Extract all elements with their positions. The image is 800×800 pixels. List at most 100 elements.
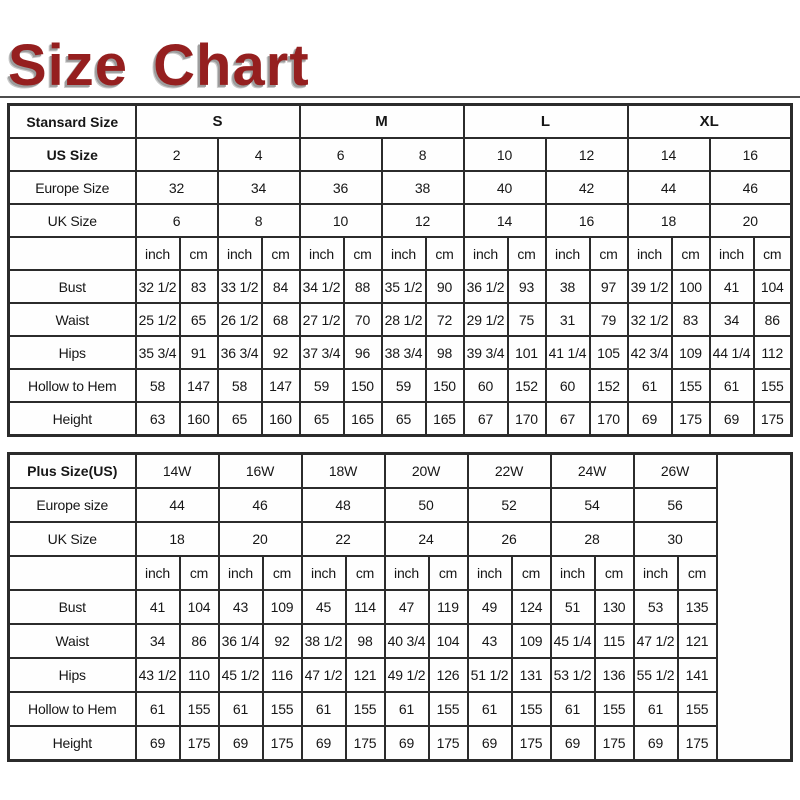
value-cell: 35 3/4 xyxy=(134,335,181,370)
unit-header-cell: inch xyxy=(626,236,673,271)
unit-header-cell: inch xyxy=(462,236,509,271)
value-cell: 152 xyxy=(506,368,547,403)
unit-header-cell: inch xyxy=(632,555,679,591)
value-cell: 30 xyxy=(632,521,718,557)
table-row: Waist 25 1/2 65 26 1/2 68 27 1/2 70 28 1/2 72 29 … xyxy=(7,302,793,337)
table-row: Hollow to Hem 61 155 61 155 61 155 61 155 61 155 61… xyxy=(7,691,792,727)
row-label-cell: US Size xyxy=(7,137,137,172)
value-cell: 61 xyxy=(300,691,347,727)
value-cell: 109 xyxy=(670,335,711,370)
unit-header-cell: cm xyxy=(670,236,711,271)
row-label-cell: Plus Size(US) xyxy=(7,452,137,489)
table-row: Hips 35 3/4 91 36 3/4 92 37 3/4 96 38 3/4 98 39 3… xyxy=(7,335,793,370)
value-cell: 69 xyxy=(300,725,347,762)
value-cell: 60 xyxy=(544,368,591,403)
value-cell: 43 xyxy=(466,623,513,659)
value-cell: 61 xyxy=(708,368,755,403)
value-cell: 141 xyxy=(676,657,718,693)
value-cell: 65 xyxy=(216,401,263,437)
value-cell: 69 xyxy=(466,725,513,762)
value-cell: 42 3/4 xyxy=(626,335,673,370)
value-cell: 41 xyxy=(708,269,755,304)
value-cell: 155 xyxy=(344,691,386,727)
value-cell: 39 1/2 xyxy=(626,269,673,304)
table-row: Plus Size(US) 14W 16W 18W 20W 22W 24W 26W xyxy=(7,452,793,762)
value-cell: 119 xyxy=(427,589,469,625)
value-cell: 69 xyxy=(708,401,755,437)
value-cell: 60 xyxy=(462,368,509,403)
table-row: Europe size 44 46 48 50 52 54 56 xyxy=(7,487,792,523)
unit-header-cell: inch xyxy=(549,555,596,591)
row-label-cell: Europe size xyxy=(7,487,137,523)
value-cell: 4 xyxy=(216,137,301,172)
value-cell: 25 1/2 xyxy=(134,302,181,337)
value-cell: 28 xyxy=(549,521,635,557)
value-cell: 98 xyxy=(424,335,465,370)
unit-header-cell: inch xyxy=(383,555,430,591)
table-row: inch cm inch cm inch cm inch cm inch cm inch cm inch… xyxy=(7,555,792,591)
value-cell: 22 xyxy=(300,521,386,557)
value-cell: 104 xyxy=(427,623,469,659)
value-cell: 175 xyxy=(178,725,220,762)
row-label-cell: Europe Size xyxy=(7,170,137,205)
row-label-cell xyxy=(7,555,137,591)
value-cell: 45 1/4 xyxy=(549,623,596,659)
value-cell: 90 xyxy=(424,269,465,304)
value-cell: 38 xyxy=(380,170,465,205)
value-cell: 40 3/4 xyxy=(383,623,430,659)
value-cell: 101 xyxy=(506,335,547,370)
value-cell: 112 xyxy=(752,335,793,370)
value-cell: 44 xyxy=(134,487,220,523)
value-cell: 41 1/4 xyxy=(544,335,591,370)
row-label-cell: UK Size xyxy=(7,521,137,557)
unit-header-cell: cm xyxy=(178,236,219,271)
value-cell: 53 1/2 xyxy=(549,657,596,693)
value-cell: 69 xyxy=(217,725,264,762)
unit-header-cell: inch xyxy=(134,555,181,591)
value-cell: 86 xyxy=(752,302,793,337)
value-cell: 49 1/2 xyxy=(383,657,430,693)
value-cell: 124 xyxy=(510,589,552,625)
row-label-cell: Hollow to Hem xyxy=(7,691,137,727)
value-cell: 98 xyxy=(344,623,386,659)
value-cell: 56 xyxy=(632,487,718,523)
value-cell: 31 xyxy=(544,302,591,337)
value-cell: 29 1/2 xyxy=(462,302,509,337)
value-cell: 67 xyxy=(462,401,509,437)
value-cell: 42 xyxy=(544,170,629,205)
value-cell: 84 xyxy=(260,269,301,304)
value-cell: 37 3/4 xyxy=(298,335,345,370)
value-cell: 2 xyxy=(134,137,219,172)
value-cell: 175 xyxy=(593,725,635,762)
size-header-cell: 24W xyxy=(549,452,635,489)
value-cell: 65 xyxy=(298,401,345,437)
value-cell: 8 xyxy=(216,203,301,238)
row-label-cell: Stansard Size xyxy=(7,103,137,139)
value-cell: 55 1/2 xyxy=(632,657,679,693)
value-cell: 155 xyxy=(676,691,718,727)
value-cell: 10 xyxy=(298,203,383,238)
value-cell: 160 xyxy=(178,401,219,437)
value-cell: 69 xyxy=(134,725,181,762)
value-cell: 36 1/4 xyxy=(217,623,264,659)
unit-header-cell: cm xyxy=(506,236,547,271)
value-cell: 20 xyxy=(708,203,793,238)
value-cell: 53 xyxy=(632,589,679,625)
value-cell: 86 xyxy=(178,623,220,659)
row-label-cell: Waist xyxy=(7,623,137,659)
unit-header-cell: inch xyxy=(217,555,264,591)
row-label-cell: Hips xyxy=(7,335,137,370)
value-cell: 61 xyxy=(626,368,673,403)
value-cell: 165 xyxy=(342,401,383,437)
value-cell: 28 1/2 xyxy=(380,302,427,337)
value-cell: 14 xyxy=(626,137,711,172)
value-cell: 150 xyxy=(424,368,465,403)
unit-header-cell: cm xyxy=(261,555,303,591)
value-cell: 36 1/2 xyxy=(462,269,509,304)
value-cell: 12 xyxy=(544,137,629,172)
unit-header-cell: inch xyxy=(300,555,347,591)
value-cell: 34 xyxy=(708,302,755,337)
standard-size-table-container: Stansard Size S M L XL US Size 2 4 6 8 10 12 14 16 Eur… xyxy=(7,103,793,437)
value-cell: 131 xyxy=(510,657,552,693)
value-cell: 6 xyxy=(298,137,383,172)
